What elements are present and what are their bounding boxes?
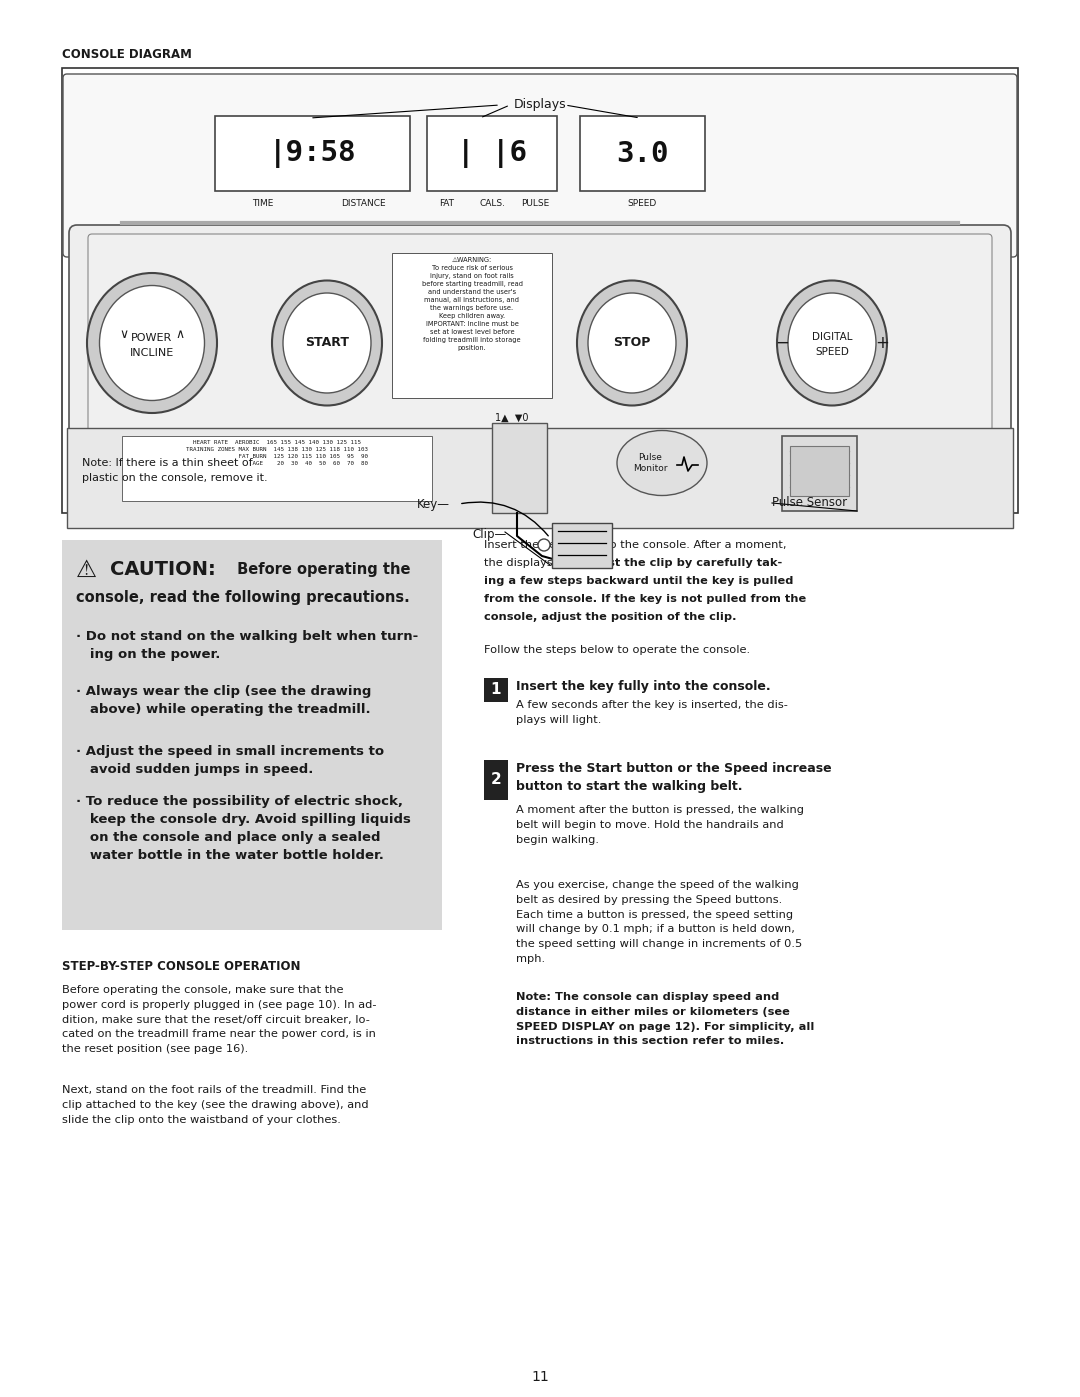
Bar [62, 68, 1018, 513]
Text: +: + [875, 334, 889, 352]
Bar [484, 760, 508, 800]
Text: DISTANCE: DISTANCE [340, 198, 386, 208]
Text: A few seconds after the key is inserted, the dis-
plays will light.: A few seconds after the key is inserted,… [516, 700, 788, 725]
Text: −: − [775, 334, 788, 352]
Bar [215, 116, 410, 191]
Text: from the console. If the key is not pulled from the: from the console. If the key is not pull… [484, 594, 807, 604]
Text: Insert the key fully into the console.: Insert the key fully into the console. [516, 680, 771, 693]
Text: A moment after the button is pressed, the walking
belt will begin to move. Hold : A moment after the button is pressed, th… [516, 805, 804, 845]
Text: ⚠: ⚠ [76, 557, 97, 583]
Bar [392, 253, 552, 398]
Text: FAT: FAT [440, 198, 455, 208]
Text: Next, stand on the foot rails of the treadmill. Find the
clip attached to the ke: Next, stand on the foot rails of the tre… [62, 1085, 368, 1125]
Bar [67, 427, 1013, 528]
Text: Follow the steps below to operate the console.: Follow the steps below to operate the co… [484, 645, 751, 655]
Text: · To reduce the possibility of electric shock,
   keep the console dry. Avoid sp: · To reduce the possibility of electric … [76, 795, 410, 862]
Ellipse shape [283, 293, 372, 393]
Text: · Do not stand on the walking belt when turn-
   ing on the power.: · Do not stand on the walking belt when … [76, 630, 418, 661]
Text: · Adjust the speed in small increments to
   avoid sudden jumps in speed.: · Adjust the speed in small increments t… [76, 745, 384, 775]
Text: Insert the key fully into the console. After a moment,: Insert the key fully into the console. A… [484, 541, 786, 550]
Bar [552, 522, 612, 569]
Text: ∨: ∨ [120, 328, 129, 341]
FancyBboxPatch shape [69, 225, 1011, 471]
Text: START: START [305, 337, 349, 349]
Text: Clip—: Clip— [472, 528, 507, 541]
Text: As you exercise, change the speed of the walking
belt as desired by pressing the: As you exercise, change the speed of the… [516, 880, 802, 964]
Ellipse shape [87, 272, 217, 414]
Text: INCLINE: INCLINE [130, 348, 174, 358]
Bar [484, 678, 508, 703]
Text: DIGITAL: DIGITAL [812, 332, 852, 342]
Text: PULSE: PULSE [521, 198, 549, 208]
Ellipse shape [617, 430, 707, 496]
Bar [789, 446, 849, 496]
Circle shape [538, 539, 550, 550]
Bar [782, 436, 858, 511]
Text: CALS.: CALS. [480, 198, 505, 208]
Bar [62, 541, 442, 930]
Text: 1: 1 [490, 683, 501, 697]
Bar [492, 423, 546, 513]
Text: 3.0: 3.0 [617, 140, 669, 168]
FancyBboxPatch shape [87, 235, 993, 457]
Text: SPEED: SPEED [627, 198, 657, 208]
Text: Pulse
Monitor: Pulse Monitor [633, 453, 667, 472]
Text: |9:58: |9:58 [269, 138, 356, 168]
Ellipse shape [788, 293, 876, 393]
Text: console, adjust the position of the clip.: console, adjust the position of the clip… [484, 612, 737, 622]
Text: Press the Start button or the Speed increase
button to start the walking belt.: Press the Start button or the Speed incr… [516, 761, 832, 793]
Text: the displays will light.: the displays will light. [484, 557, 611, 569]
FancyBboxPatch shape [63, 74, 1017, 257]
Text: Test the clip by carefully tak-: Test the clip by carefully tak- [594, 557, 782, 569]
Text: STOP: STOP [613, 337, 650, 349]
Text: 2: 2 [490, 773, 501, 788]
Text: Note: The console can display speed and
distance in either miles or kilometers (: Note: The console can display speed and … [516, 992, 814, 1046]
Text: STEP-BY-STEP CONSOLE OPERATION: STEP-BY-STEP CONSOLE OPERATION [62, 960, 300, 972]
Ellipse shape [272, 281, 382, 405]
Text: Before operating the console, make sure that the
power cord is properly plugged : Before operating the console, make sure … [62, 985, 377, 1055]
Ellipse shape [577, 281, 687, 405]
Text: SPEED: SPEED [815, 346, 849, 358]
Text: | |6: | |6 [457, 138, 527, 168]
Text: ⚠WARNING:
To reduce risk of serious
injury, stand on foot rails
before starting : ⚠WARNING: To reduce risk of serious inju… [421, 257, 523, 351]
Text: Before operating the: Before operating the [232, 562, 410, 577]
Text: Note: If there is a thin sheet of
plastic on the console, remove it.: Note: If there is a thin sheet of plasti… [82, 458, 268, 483]
Ellipse shape [777, 281, 887, 405]
Text: CONSOLE DIAGRAM: CONSOLE DIAGRAM [62, 47, 192, 61]
Text: Displays: Displays [514, 98, 566, 110]
Bar [427, 116, 557, 191]
Text: console, read the following precautions.: console, read the following precautions. [76, 590, 409, 605]
Text: HEART RATE  AEROBIC  165 155 145 140 130 125 115
TRAINING ZONES MAX BURN  145 13: HEART RATE AEROBIC 165 155 145 140 130 1… [186, 440, 368, 467]
Bar [580, 116, 705, 191]
Text: POWER: POWER [132, 332, 173, 344]
Text: Key—: Key— [417, 497, 450, 511]
Bar [122, 436, 432, 502]
Text: 1▲  ▼0: 1▲ ▼0 [496, 414, 529, 423]
Text: ing a few steps backward until the key is pulled: ing a few steps backward until the key i… [484, 576, 794, 585]
Text: CAUTION:: CAUTION: [110, 560, 216, 578]
Text: · Always wear the clip (see the drawing
   above) while operating the treadmill.: · Always wear the clip (see the drawing … [76, 685, 372, 717]
Ellipse shape [99, 285, 204, 401]
Text: ∧: ∧ [175, 328, 185, 341]
Text: 11: 11 [531, 1370, 549, 1384]
Text: TIME: TIME [253, 198, 273, 208]
Ellipse shape [588, 293, 676, 393]
Text: Pulse Sensor: Pulse Sensor [772, 496, 847, 509]
